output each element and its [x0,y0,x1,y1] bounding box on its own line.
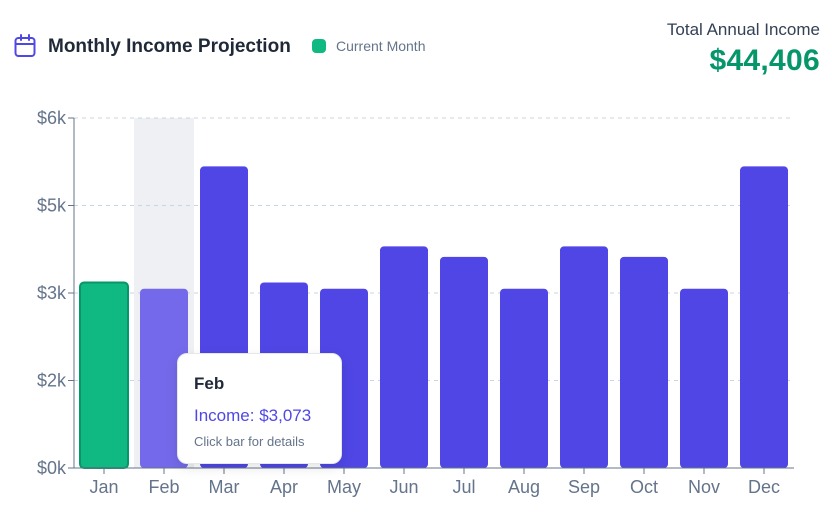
x-tick-label: Oct [630,477,658,497]
tooltip-income: Income: $3,073 [194,406,312,425]
x-tick-label: Feb [148,477,179,497]
chart-title: Monthly Income Projection [48,36,291,57]
x-tick-label: Sep [568,477,600,497]
x-tick-label: Apr [270,477,298,497]
bar-jan[interactable] [79,281,129,469]
legend-label: Current Month [336,38,426,54]
total-label: Total Annual Income [666,20,820,39]
legend[interactable]: Current Month [312,38,425,54]
x-tick-label: Jun [389,477,418,497]
bar-jul[interactable] [440,256,488,468]
x-tick-label: Jan [89,477,118,497]
bar-nov[interactable] [680,288,728,468]
y-tick-label: $0k [37,458,67,478]
x-tick-label: Dec [748,477,780,497]
legend-swatch-current-month [312,39,326,53]
bar-dec[interactable] [740,166,788,468]
total-value: $44,406 [709,44,820,77]
bar-aug[interactable] [500,288,548,468]
y-tick-label: $5k [37,196,67,216]
x-tick-label: May [327,477,361,497]
tooltip-month: Feb [194,374,225,393]
bar-feb[interactable] [140,288,188,468]
chart-header: Monthly Income Projection Current Month … [0,0,832,100]
bar-sep[interactable] [560,246,608,468]
x-tick-label: Nov [688,477,720,497]
tooltip-hint: Click bar for details [194,434,305,449]
total-annual-income: Total Annual Income $44,406 [667,20,820,78]
x-tick-label: Jul [452,477,475,497]
y-tick-label: $3k [37,283,67,303]
x-tick-label: Mar [209,477,240,497]
bar-oct[interactable] [620,256,668,468]
bar-tooltip: Feb Income: $3,073 Click bar for details [177,353,342,464]
calendar-icon [14,34,36,57]
bar-jun[interactable] [380,246,428,468]
y-tick-label: $2k [37,371,67,391]
y-tick-label: $6k [37,108,67,128]
x-tick-label: Aug [508,477,540,497]
